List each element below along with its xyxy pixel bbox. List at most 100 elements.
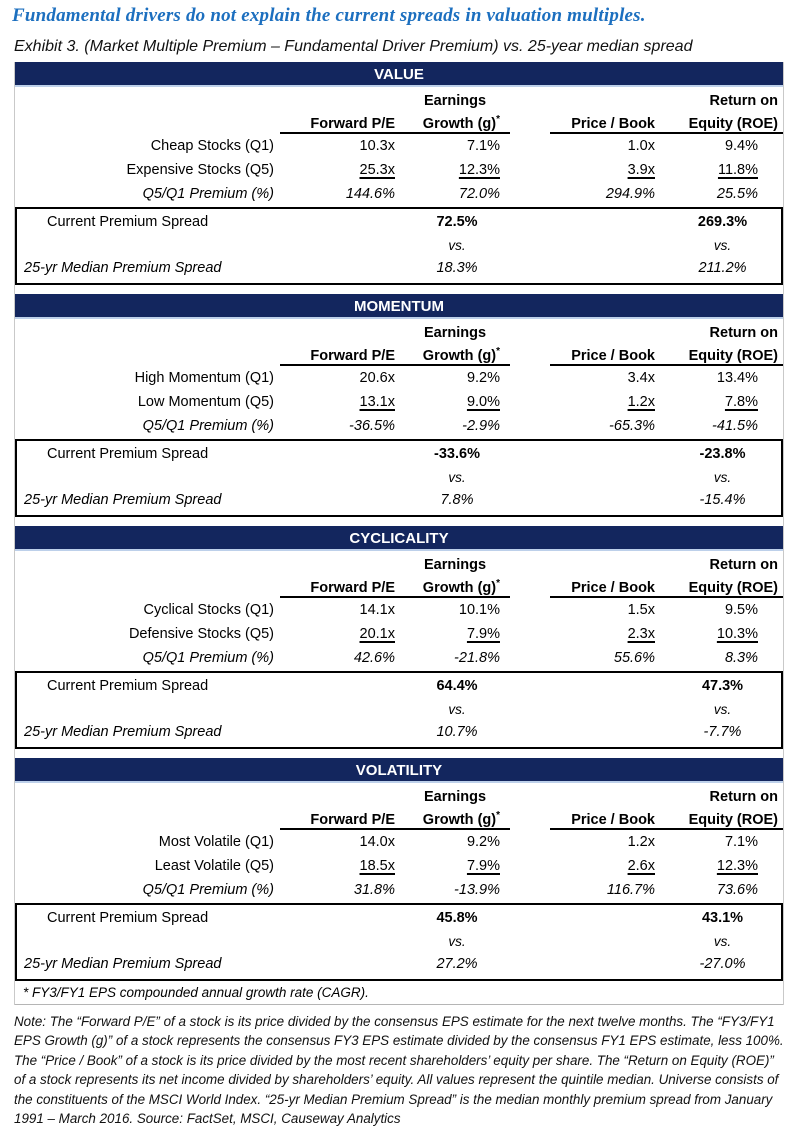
table-row: Cyclical Stocks (Q1) 14.1x 10.1% 1.5x 9.…: [15, 598, 783, 622]
cell-price-book: 1.2x: [550, 390, 658, 414]
column-header-growth: Growth (g)*: [400, 115, 510, 134]
table-row-premium: Q5/Q1 Premium (%) -36.5% -2.9% -65.3% -4…: [15, 414, 783, 438]
median-spread-roe: 211.2%: [698, 260, 747, 276]
table-row: Cheap Stocks (Q1) 10.3x 7.1% 1.0x 9.4%: [15, 134, 783, 158]
cell-roe: 7.8%: [658, 390, 783, 414]
table-row: Most Volatile (Q1) 14.0x 9.2% 1.2x 7.1%: [15, 830, 783, 854]
column-header-forward-pe: Forward P/E: [280, 116, 400, 134]
cell-growth: -21.8%: [454, 650, 500, 666]
premium-spread-box: Current Premium Spread 72.5% 269.3% vs. …: [15, 207, 783, 285]
underlined-value: 7.8%: [724, 394, 758, 410]
median-spread-row: 25-yr Median Premium Spread 10.7% -7.7%: [17, 721, 781, 744]
cell-forward-pe: 144.6%: [345, 186, 395, 202]
cell-roe: 13.4%: [716, 370, 758, 386]
vs-row: vs. vs.: [17, 234, 781, 257]
cell-forward-pe: 25.3x: [280, 158, 400, 182]
column-header-price-book: Price / Book: [550, 348, 658, 366]
column-header-forward-pe: Forward P/E: [280, 580, 400, 598]
current-spread-row: Current Premium Spread -33.6% -23.8%: [17, 443, 781, 466]
cell-forward-pe: 10.3x: [359, 138, 395, 154]
median-spread-row: 25-yr Median Premium Spread 18.3% 211.2%: [17, 257, 781, 280]
cell-roe: 73.6%: [716, 882, 758, 898]
median-spread-growth: 7.8%: [440, 492, 474, 508]
current-spread-label: Current Premium Spread: [47, 214, 209, 230]
cell-roe: 11.8%: [658, 158, 783, 182]
column-header-return-on: Return on: [709, 789, 778, 805]
current-spread-growth: 72.5%: [436, 214, 478, 230]
row-label: Q5/Q1 Premium (%): [142, 882, 274, 898]
median-spread-growth: 18.3%: [436, 260, 478, 276]
cell-forward-pe: 13.1x: [280, 390, 400, 414]
vs-label: vs.: [713, 238, 732, 253]
page-title: Fundamental drivers do not explain the c…: [12, 5, 646, 26]
cell-roe: 8.3%: [724, 650, 758, 666]
table-row: Expensive Stocks (Q5) 25.3x 12.3% 3.9x 1…: [15, 158, 783, 182]
median-spread-roe: -7.7%: [703, 724, 742, 740]
column-header-roe: Equity (ROE): [658, 348, 783, 366]
column-header-roe: Equity (ROE): [658, 116, 783, 134]
current-spread-growth: -33.6%: [434, 446, 480, 462]
tables-container: VALUE Earnings Return on Forward P/E Gro…: [14, 62, 784, 1005]
premium-spread-box: Current Premium Spread -33.6% -23.8% vs.…: [15, 439, 783, 517]
section-volatility: VOLATILITY Earnings Return on Forward P/…: [15, 758, 783, 981]
vs-row: vs. vs.: [17, 698, 781, 721]
cell-price-book: 2.3x: [550, 622, 658, 646]
asterisk-superscript: *: [496, 346, 500, 358]
column-header-return-on: Return on: [709, 325, 778, 341]
underlined-value: 7.9%: [466, 858, 500, 874]
growth-label: Growth (g): [422, 116, 497, 132]
table-row-premium: Q5/Q1 Premium (%) 31.8% -13.9% 116.7% 73…: [15, 878, 783, 902]
row-label: Low Momentum (Q5): [137, 394, 274, 410]
row-label: Cheap Stocks (Q1): [150, 138, 274, 154]
cell-growth: 10.1%: [458, 602, 500, 618]
vs-label: vs.: [448, 470, 466, 485]
current-spread-label: Current Premium Spread: [47, 678, 209, 694]
column-header-price-book: Price / Book: [550, 580, 658, 598]
column-header-row: Forward P/E Growth (g)* Price / Book Equ…: [15, 109, 783, 134]
column-header-growth: Growth (g)*: [400, 579, 510, 598]
cell-roe: 10.3%: [658, 622, 783, 646]
median-spread-roe: -27.0%: [699, 956, 746, 972]
cell-growth: 72.0%: [458, 186, 500, 202]
table-row-premium: Q5/Q1 Premium (%) 42.6% -21.8% 55.6% 8.3…: [15, 646, 783, 670]
column-header-forward-pe: Forward P/E: [280, 348, 400, 366]
table-row: Defensive Stocks (Q5) 20.1x 7.9% 2.3x 10…: [15, 622, 783, 646]
column-header-price-book: Price / Book: [550, 812, 658, 830]
cell-price-book: 2.6x: [550, 854, 658, 878]
table-row-premium: Q5/Q1 Premium (%) 144.6% 72.0% 294.9% 25…: [15, 182, 783, 206]
cell-growth: -13.9%: [454, 882, 500, 898]
column-header-price-book: Price / Book: [550, 116, 658, 134]
cell-forward-pe: 20.6x: [359, 370, 395, 386]
growth-label: Growth (g): [422, 348, 497, 364]
column-header-return-on: Return on: [709, 557, 778, 573]
column-header-top-row: Earnings Return on: [15, 551, 783, 573]
column-header-return-on: Return on: [709, 93, 778, 109]
column-header-earnings: Earnings: [423, 789, 487, 805]
cell-roe: 7.1%: [724, 834, 758, 850]
median-spread-label: 25-yr Median Premium Spread: [24, 956, 222, 972]
row-label: Q5/Q1 Premium (%): [142, 186, 274, 202]
underlined-value: 20.1x: [359, 626, 395, 642]
cell-forward-pe: -36.5%: [349, 418, 395, 434]
section-value: VALUE Earnings Return on Forward P/E Gro…: [15, 62, 783, 285]
row-label: Q5/Q1 Premium (%): [142, 418, 274, 434]
column-header-top-row: Earnings Return on: [15, 87, 783, 109]
cell-price-book: 116.7%: [606, 882, 655, 898]
median-spread-row: 25-yr Median Premium Spread 27.2% -27.0%: [17, 953, 781, 976]
vs-row: vs. vs.: [17, 930, 781, 953]
median-spread-label: 25-yr Median Premium Spread: [24, 492, 222, 508]
vs-label: vs.: [713, 934, 732, 949]
premium-spread-box: Current Premium Spread 45.8% 43.1% vs. v…: [15, 903, 783, 981]
median-spread-label: 25-yr Median Premium Spread: [24, 260, 222, 276]
column-header-row: Forward P/E Growth (g)* Price / Book Equ…: [15, 805, 783, 830]
underlined-value: 7.9%: [466, 626, 500, 642]
median-spread-growth: 27.2%: [436, 956, 478, 972]
cell-roe: 9.5%: [724, 602, 758, 618]
vs-label: vs.: [448, 934, 466, 949]
section-cyclicality: CYCLICALITY Earnings Return on Forward P…: [15, 526, 783, 749]
cell-price-book: 294.9%: [605, 186, 655, 202]
growth-label: Growth (g): [422, 580, 497, 596]
current-spread-label: Current Premium Spread: [47, 910, 209, 926]
cell-growth: 7.9%: [400, 622, 510, 646]
row-label: High Momentum (Q1): [134, 370, 274, 386]
